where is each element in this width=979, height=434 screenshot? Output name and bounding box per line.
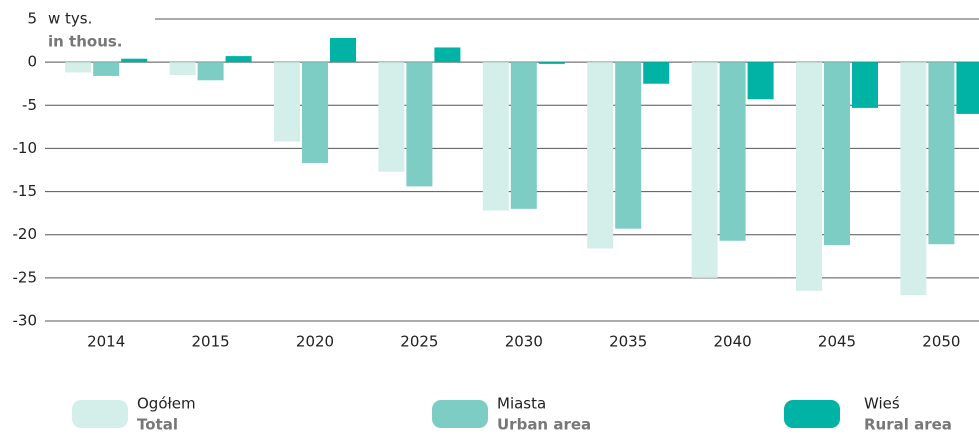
bar — [643, 62, 670, 84]
bar — [928, 62, 955, 245]
legend-label: Miasta — [497, 395, 546, 413]
y-tick-label: -15 — [13, 182, 38, 200]
y-tick-label: -30 — [13, 312, 38, 330]
bar — [587, 62, 614, 249]
bar — [197, 62, 224, 81]
bar — [225, 56, 252, 63]
legend-label-en: Total — [137, 416, 178, 434]
legend-label: Wieś — [864, 395, 900, 413]
legend-label: Ogółem — [137, 395, 196, 413]
y-axis-label: w tys. — [48, 10, 92, 28]
y-tick-label: 0 — [27, 53, 37, 71]
bar — [274, 62, 300, 142]
bar — [691, 62, 718, 278]
x-tick-label: 2040 — [714, 333, 752, 351]
bar — [406, 62, 433, 187]
legend-swatch — [432, 400, 488, 428]
bar — [65, 62, 92, 73]
bar — [796, 62, 822, 291]
bar — [302, 62, 328, 164]
x-tick-label: 2015 — [192, 333, 230, 351]
legend-label-en: Rural area — [864, 416, 952, 434]
legend-swatch — [72, 400, 128, 428]
bar — [330, 37, 356, 63]
bar — [510, 62, 537, 209]
x-tick-label: 2045 — [818, 333, 856, 351]
bar — [482, 62, 509, 211]
bar — [615, 62, 642, 229]
bar — [747, 62, 774, 100]
y-axis-label-en: in thous. — [48, 33, 123, 51]
legend-label-en: Urban area — [497, 416, 591, 434]
bar — [900, 62, 927, 296]
x-tick-label: 2035 — [609, 333, 647, 351]
bar — [93, 62, 120, 76]
bar — [169, 62, 196, 76]
bar — [538, 62, 565, 64]
bar — [121, 58, 148, 63]
y-tick-label: -20 — [13, 225, 38, 243]
y-tick-label: -25 — [13, 268, 38, 286]
x-tick-label: 2020 — [296, 333, 334, 351]
bar — [956, 62, 979, 114]
bar — [719, 62, 746, 241]
y-tick-label: -5 — [22, 96, 37, 114]
y-tick-label: -10 — [13, 139, 38, 157]
x-tick-label: 2025 — [400, 333, 438, 351]
y-tick-label: 5 — [27, 10, 37, 28]
legend-swatch — [784, 400, 840, 428]
x-tick-label: 2014 — [87, 333, 125, 351]
bar — [434, 47, 461, 63]
x-tick-label: 2030 — [505, 333, 543, 351]
bar — [824, 62, 850, 246]
bar — [378, 62, 405, 172]
bar — [852, 62, 878, 108]
x-tick-label: 2050 — [922, 333, 960, 351]
